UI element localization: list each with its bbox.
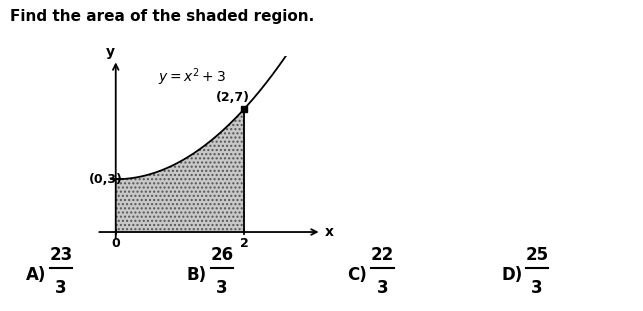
Text: (2,7): (2,7) bbox=[215, 91, 249, 104]
Text: 25: 25 bbox=[525, 246, 548, 264]
Text: 22: 22 bbox=[371, 246, 394, 264]
Text: 0: 0 bbox=[111, 237, 120, 250]
Text: 3: 3 bbox=[216, 279, 228, 297]
Text: Find the area of the shaded region.: Find the area of the shaded region. bbox=[10, 9, 314, 24]
Text: $y = x^2 + 3$: $y = x^2 + 3$ bbox=[158, 66, 225, 88]
Text: A): A) bbox=[26, 266, 46, 284]
Text: 3: 3 bbox=[55, 279, 67, 297]
Text: x: x bbox=[325, 225, 334, 239]
Text: 2: 2 bbox=[240, 237, 249, 250]
Text: D): D) bbox=[502, 266, 523, 284]
Text: y: y bbox=[106, 44, 115, 58]
Text: 3: 3 bbox=[377, 279, 388, 297]
Text: B): B) bbox=[186, 266, 206, 284]
Text: 23: 23 bbox=[50, 246, 73, 264]
Text: C): C) bbox=[347, 266, 367, 284]
Text: (0,3): (0,3) bbox=[89, 173, 123, 186]
Text: 3: 3 bbox=[531, 279, 543, 297]
Text: 26: 26 bbox=[210, 246, 233, 264]
